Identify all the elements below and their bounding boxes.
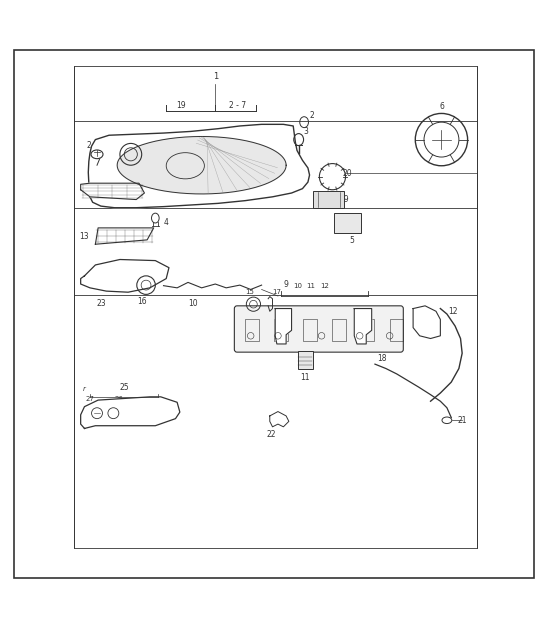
Text: 3: 3 xyxy=(304,127,308,136)
Text: 9: 9 xyxy=(283,281,288,290)
Text: 12: 12 xyxy=(320,283,329,290)
Text: 5: 5 xyxy=(349,236,354,245)
Bar xyxy=(274,320,288,341)
Polygon shape xyxy=(88,124,310,208)
Text: 20: 20 xyxy=(342,169,352,178)
Polygon shape xyxy=(270,411,289,427)
Polygon shape xyxy=(413,306,440,338)
Text: 2: 2 xyxy=(309,111,314,119)
Text: 19: 19 xyxy=(176,100,186,110)
Text: 12: 12 xyxy=(448,306,457,316)
Bar xyxy=(298,351,313,369)
Bar xyxy=(303,320,317,341)
Text: 18: 18 xyxy=(377,354,386,363)
Text: 10: 10 xyxy=(293,283,302,290)
Text: 13: 13 xyxy=(79,232,89,241)
Polygon shape xyxy=(275,308,292,344)
Text: 7: 7 xyxy=(122,136,126,145)
Polygon shape xyxy=(354,308,372,344)
Text: 22: 22 xyxy=(267,430,276,439)
Bar xyxy=(74,66,477,548)
Text: 2: 2 xyxy=(87,141,91,149)
Bar xyxy=(313,192,344,208)
Text: 23: 23 xyxy=(96,300,106,308)
Text: 21: 21 xyxy=(458,416,467,425)
Text: 19: 19 xyxy=(339,195,349,204)
Text: 4: 4 xyxy=(164,219,168,227)
Text: 10: 10 xyxy=(188,300,198,308)
Text: 27: 27 xyxy=(86,396,94,403)
Text: 11: 11 xyxy=(306,283,315,290)
Text: 17: 17 xyxy=(272,289,282,295)
Polygon shape xyxy=(95,228,154,244)
Text: 6: 6 xyxy=(439,102,444,111)
FancyBboxPatch shape xyxy=(234,306,403,352)
Text: 16: 16 xyxy=(137,297,147,306)
Polygon shape xyxy=(81,259,169,292)
Text: 26: 26 xyxy=(114,396,123,403)
Text: 15: 15 xyxy=(245,289,254,295)
Text: 11: 11 xyxy=(300,373,310,382)
Text: 25: 25 xyxy=(119,384,129,392)
Text: 2 - 7: 2 - 7 xyxy=(228,100,246,110)
Bar xyxy=(361,320,374,341)
Text: 1: 1 xyxy=(213,72,218,81)
Polygon shape xyxy=(117,136,286,194)
Polygon shape xyxy=(81,183,144,200)
Bar xyxy=(332,320,346,341)
Text: r: r xyxy=(83,386,86,392)
Bar xyxy=(245,320,259,341)
Polygon shape xyxy=(81,397,180,428)
Bar xyxy=(390,320,403,341)
Bar xyxy=(334,213,361,234)
